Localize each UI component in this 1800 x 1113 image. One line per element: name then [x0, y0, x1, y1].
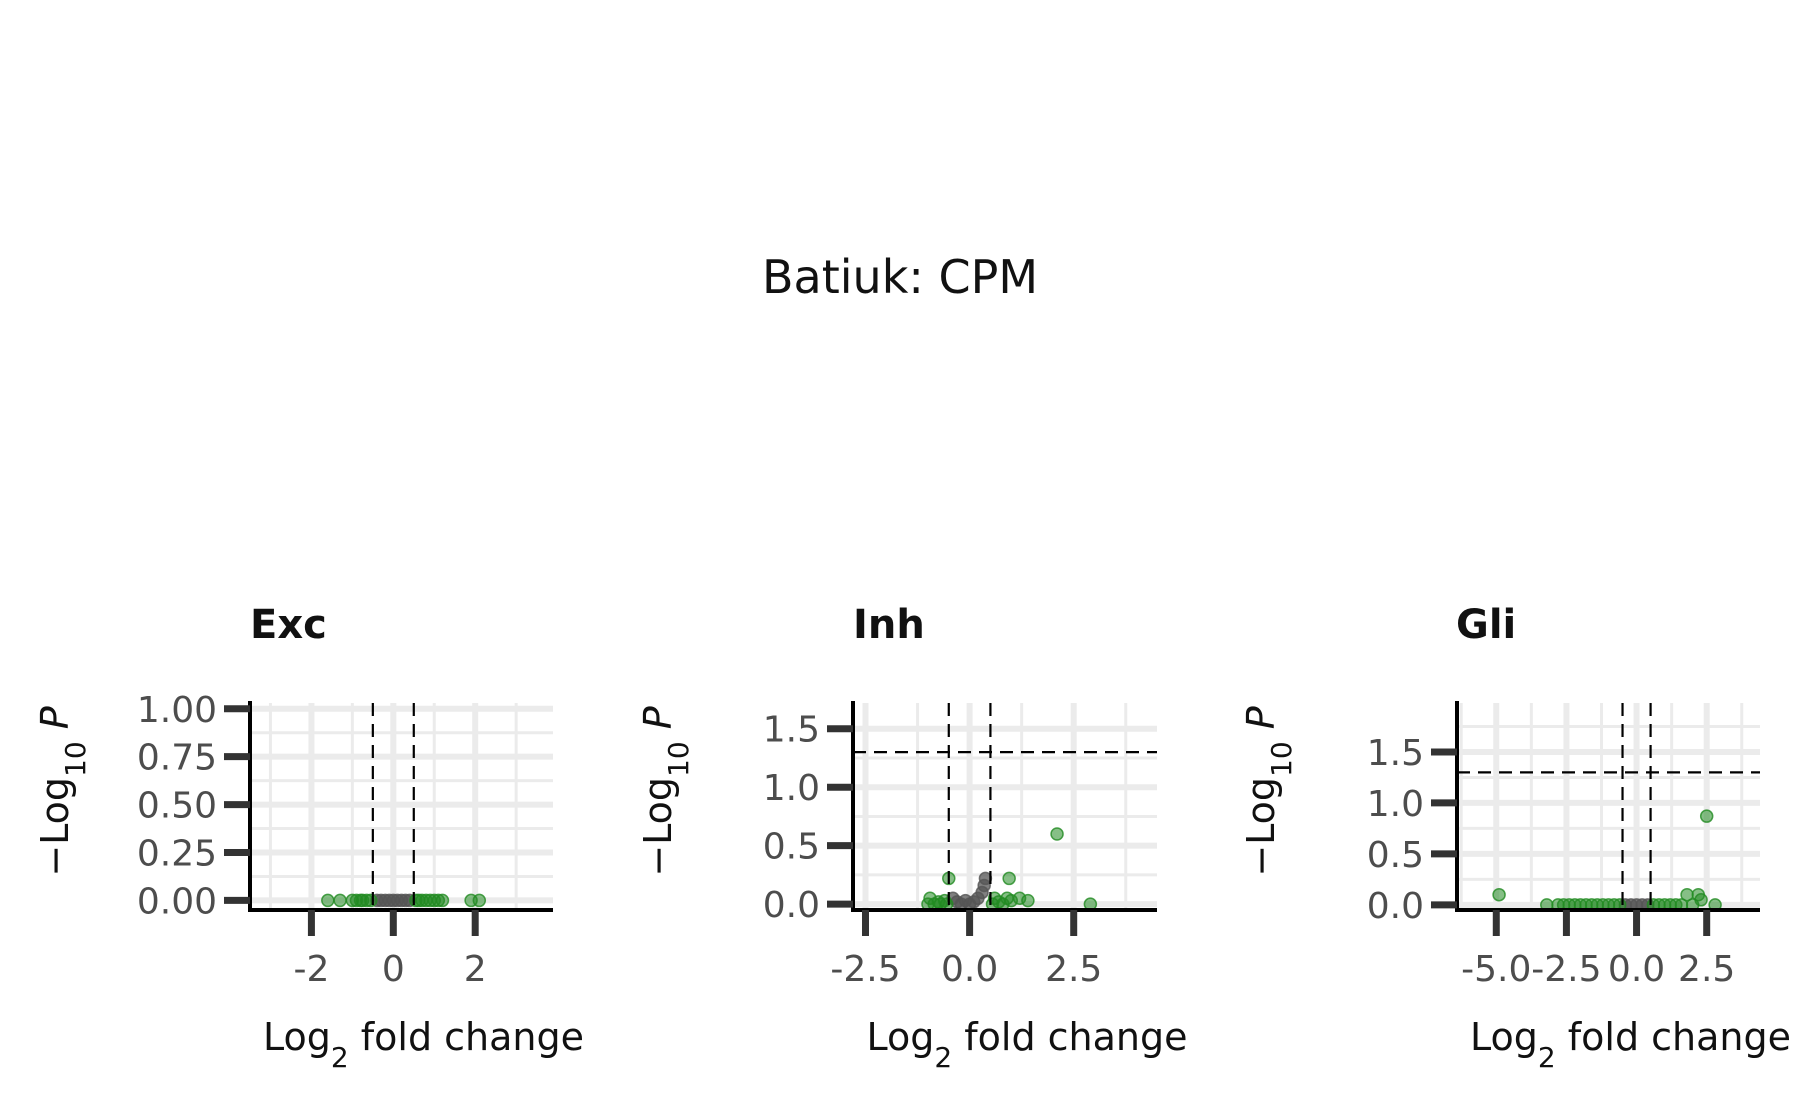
point-significant	[1492, 887, 1506, 902]
x-tick-label: 0	[382, 949, 405, 990]
point-significant	[1021, 893, 1035, 908]
y-tick-label: 1.00	[137, 690, 217, 731]
y-tick-label: 0.50	[137, 786, 217, 827]
y-tick-label: 0.25	[137, 834, 217, 875]
y-tick-label: 0.5	[1367, 835, 1424, 876]
point-significant	[333, 893, 347, 908]
x-axis-label: Log2 fold change	[263, 1015, 584, 1074]
point-significant	[1694, 893, 1708, 907]
y-tick-label: 1.5	[1367, 733, 1424, 774]
x-tick-label: 2	[464, 949, 487, 990]
x-axis-label: Log2 fold change	[1470, 1015, 1791, 1074]
x-axis-label: Log2 fold change	[866, 1015, 1187, 1074]
point-significant	[1050, 827, 1064, 841]
panel-title-exc: Exc	[250, 602, 327, 648]
x-tick-label: 2.5	[1045, 949, 1102, 990]
y-tick-label: 1.0	[1367, 784, 1424, 825]
panel-exc: 0.00 0.25 0.50 0.75 1.00 -2 0 2 Log2 fold change…	[33, 690, 584, 1074]
y-tick-label: 0.5	[763, 827, 820, 868]
x-tick-label: -2.5	[830, 949, 900, 990]
y-axis-label: −Log10 P	[1239, 706, 1298, 876]
point-significant	[1699, 809, 1714, 823]
x-tick-label: 2.5	[1678, 949, 1735, 990]
panel-title-gli: Gli	[1456, 602, 1517, 648]
y-tick-label: 0.75	[137, 738, 217, 779]
main-title: Batiuk: CPM	[761, 250, 1039, 304]
x-tick-label: 0.0	[941, 949, 998, 990]
y-tick-label: 0.00	[137, 881, 217, 922]
x-tick-label: -2.5	[1531, 949, 1601, 990]
point-significant	[364, 893, 378, 908]
y-tick-label: 0.0	[1367, 886, 1424, 927]
panel-title-inh: Inh	[853, 602, 925, 648]
point-significant	[1002, 871, 1016, 886]
x-tick-label: 0.0	[1608, 949, 1665, 990]
y-tick-label: 1.0	[763, 768, 820, 809]
x-tick-label: -2	[293, 949, 329, 990]
y-axis-label: −Log10 P	[636, 706, 695, 876]
point-significant	[321, 893, 335, 908]
y-axis-label: −Log10 P	[33, 706, 92, 876]
y-tick-label: 0.0	[763, 885, 820, 926]
x-tick-label: -5.0	[1461, 949, 1531, 990]
y-tick-label: 1.5	[763, 710, 820, 751]
point-significant	[435, 893, 450, 908]
point-significant	[472, 893, 487, 908]
